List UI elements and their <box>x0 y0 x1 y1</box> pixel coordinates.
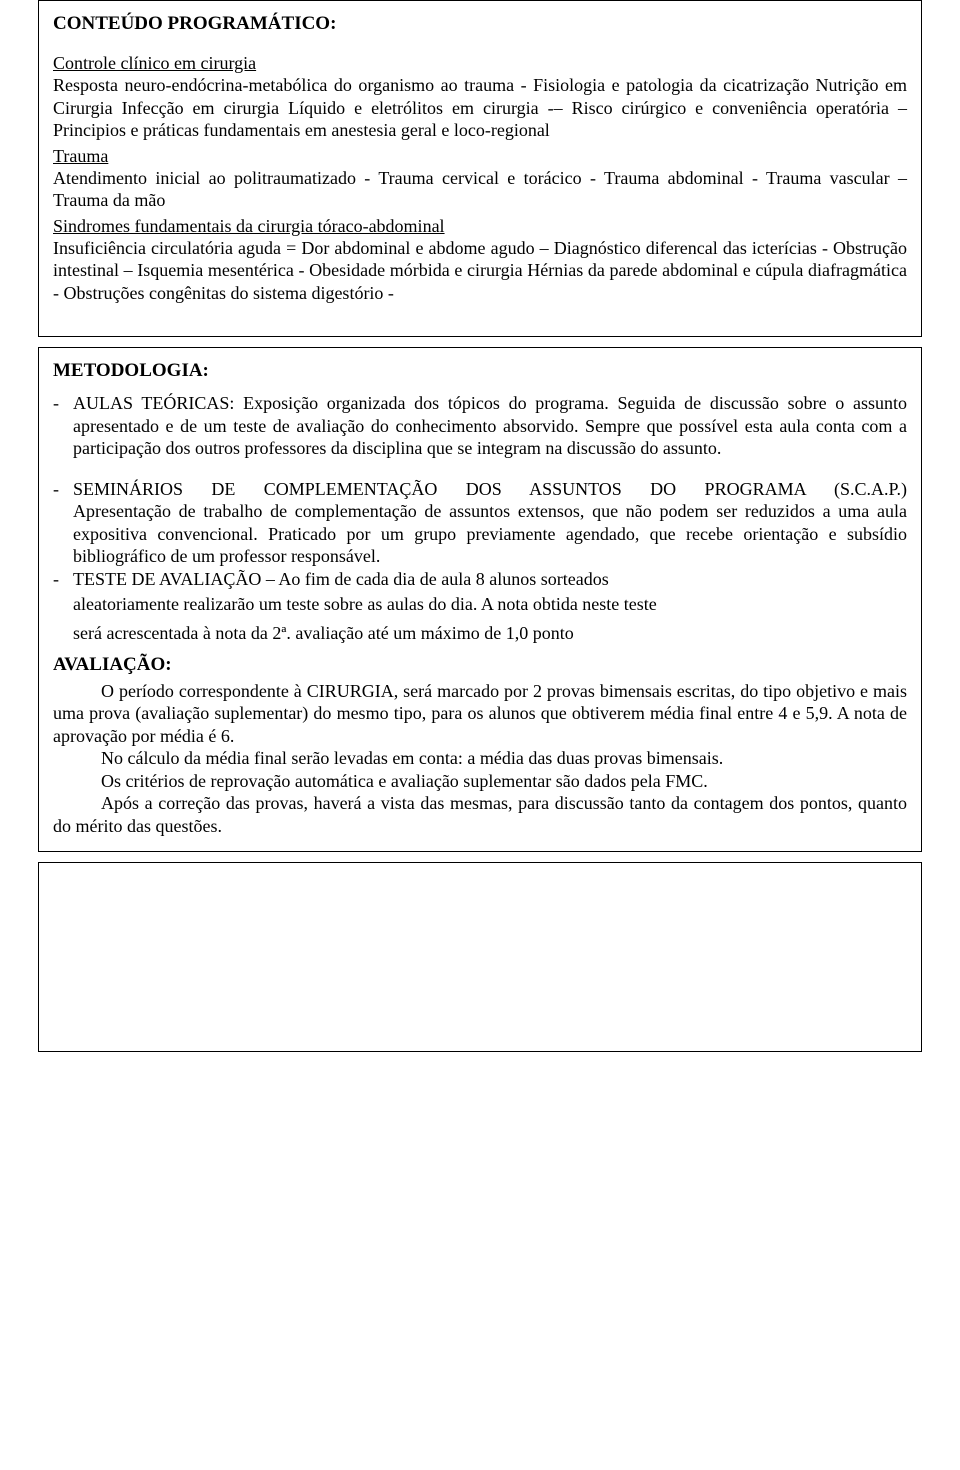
conteudo-sec2-body: Atendimento inicial ao politraumatizado … <box>53 167 907 212</box>
metodologia-item-3: TESTE DE AVALIAÇÃO – Ao fim de cada dia … <box>73 568 907 591</box>
avaliacao-title: AVALIAÇÃO: <box>53 654 907 676</box>
metodologia-title: METODOLOGIA: <box>53 360 907 382</box>
conteudo-sec1: Controle clínico em cirurgia Resposta ne… <box>53 53 907 142</box>
metodologia-line-4: aleatoriamente realizarão um teste sobre… <box>53 590 907 619</box>
conteudo-sec2: Trauma Atendimento inicial ao politrauma… <box>53 146 907 212</box>
empty-box <box>38 862 922 1052</box>
avaliacao-p4: Após a correção das provas, haverá a vis… <box>53 792 907 837</box>
metodologia-line-5: será acrescentada à nota da 2ª. avaliaçã… <box>53 619 907 648</box>
avaliacao-p1: O período correspondente à CIRURGIA, ser… <box>53 680 907 748</box>
conteudo-sec2-title: Trauma <box>53 146 108 166</box>
conteudo-sec3: Sindromes fundamentais da cirurgia tórac… <box>53 216 907 305</box>
metodologia-item-2b: Apresentação de trabalho de complementaç… <box>73 501 907 566</box>
avaliacao-p3: Os critérios de reprovação automática e … <box>53 770 907 793</box>
document-page: CONTEÚDO PROGRAMÁTICO: Controle clínico … <box>0 0 960 1470</box>
conteudo-title: CONTEÚDO PROGRAMÁTICO: <box>53 13 907 35</box>
conteudo-sec1-title: Controle clínico em cirurgia <box>53 53 256 73</box>
metodologia-item-2: SEMINÁRIOS DE COMPLEMENTAÇÃO DOS ASSUNTO… <box>73 478 907 568</box>
metodologia-item-2a: SEMINÁRIOS DE COMPLEMENTAÇÃO DOS ASSUNTO… <box>73 478 907 501</box>
conteudo-sec3-body: Insuficiência circulatória aguda = Dor a… <box>53 237 907 305</box>
metodologia-item-1: AULAS TEÓRICAS: Exposição organizada dos… <box>73 392 907 460</box>
metodologia-list: AULAS TEÓRICAS: Exposição organizada dos… <box>53 392 907 590</box>
metodologia-avaliacao-box: METODOLOGIA: AULAS TEÓRICAS: Exposição o… <box>38 347 922 852</box>
conteudo-sec3-title: Sindromes fundamentais da cirurgia tórac… <box>53 216 445 236</box>
conteudo-box: CONTEÚDO PROGRAMÁTICO: Controle clínico … <box>38 0 922 337</box>
avaliacao-p2: No cálculo da média final serão levadas … <box>53 747 907 770</box>
conteudo-sec1-body: Resposta neuro-endócrina-metabólica do o… <box>53 74 907 142</box>
